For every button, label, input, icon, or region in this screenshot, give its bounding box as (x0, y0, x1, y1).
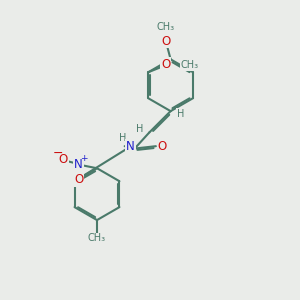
Text: H: H (136, 124, 144, 134)
Text: O: O (59, 153, 68, 166)
Text: H: H (177, 109, 184, 119)
Text: O: O (74, 173, 83, 186)
Text: O: O (162, 34, 171, 48)
Text: −: − (53, 146, 63, 159)
Text: CH₃: CH₃ (157, 22, 175, 32)
Text: CH₃: CH₃ (88, 233, 106, 243)
Text: N: N (126, 140, 135, 153)
Text: +: + (80, 154, 88, 163)
Text: H: H (119, 133, 127, 143)
Text: CH₃: CH₃ (181, 60, 199, 70)
Text: N: N (74, 158, 83, 171)
Text: O: O (161, 58, 170, 71)
Text: O: O (158, 140, 167, 153)
